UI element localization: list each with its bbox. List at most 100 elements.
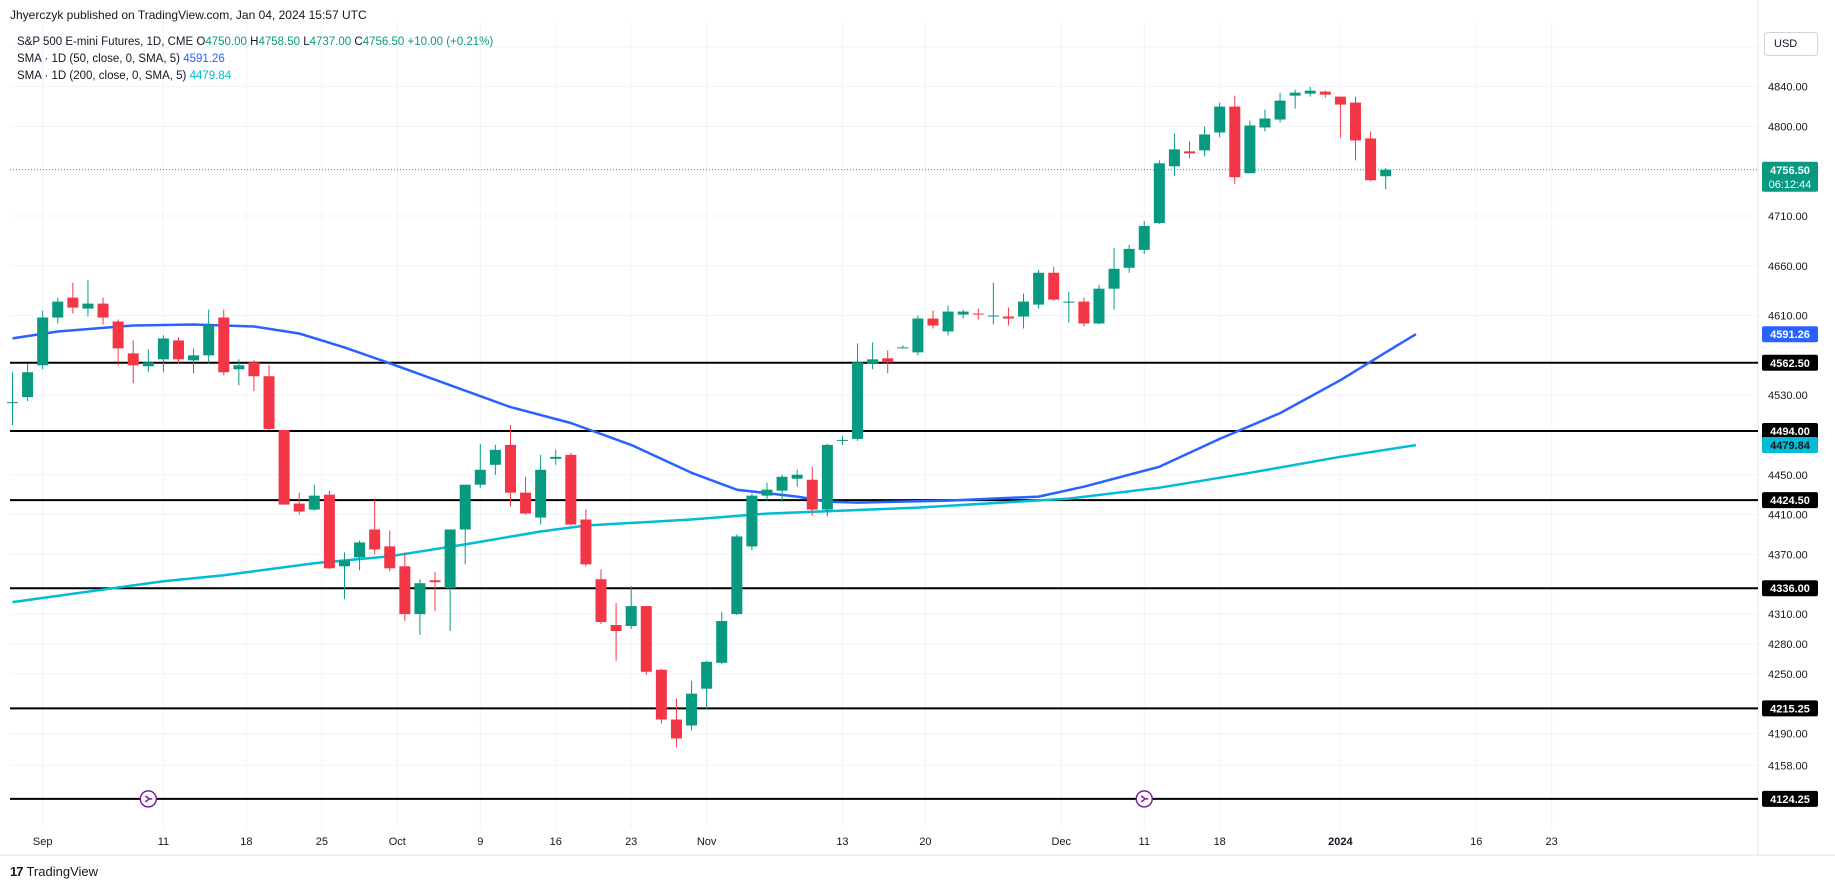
candle-body: [1108, 268, 1120, 289]
candle-body: [444, 529, 456, 589]
candle-up: [716, 612, 728, 664]
y-tick-label: 4158.00: [1768, 760, 1808, 772]
candle-up: [308, 484, 320, 511]
publisher-line: Jhyerczyk published on TradingView.com, …: [10, 8, 367, 22]
candle-body: [942, 311, 954, 332]
candle-up: [821, 443, 833, 517]
candle-body: [972, 313, 984, 315]
y-tick-label: 4450.00: [1768, 470, 1808, 482]
candle-up: [203, 309, 215, 364]
candle-up: [942, 305, 954, 336]
legend-sma50-value: 4591.26: [183, 53, 225, 65]
candle-up: [1304, 86, 1316, 97]
level-tag: 4494.00: [1762, 422, 1818, 439]
candle-body: [731, 536, 743, 615]
candle-body: [1184, 151, 1196, 154]
sma200-tag-bg: [1762, 437, 1818, 454]
level-tag-bg: [1762, 422, 1818, 439]
candle-down: [595, 569, 607, 625]
candle-body: [882, 358, 894, 363]
candle-body: [806, 479, 818, 510]
candle-down: [655, 668, 667, 724]
candle-body: [670, 719, 682, 739]
candle-up: [1168, 133, 1180, 177]
x-tick-label: 2024: [1328, 836, 1353, 848]
candle-body: [610, 625, 622, 631]
candle-body: [1048, 272, 1060, 300]
y-tick-label: 4660.00: [1768, 261, 1808, 273]
candle-body: [1033, 272, 1045, 305]
candle-body: [172, 340, 184, 360]
candle-body: [791, 474, 803, 479]
x-tick-label: 18: [240, 836, 252, 848]
candle-up: [354, 540, 366, 571]
candle-body: [308, 495, 320, 510]
candle-body: [565, 454, 577, 525]
candle-body: [233, 365, 245, 370]
sma50-tag-text: 4591.26: [1770, 329, 1810, 341]
candle-body: [595, 579, 607, 623]
candle-body: [489, 449, 501, 465]
candle-body: [867, 359, 879, 364]
candle-up: [22, 363, 34, 402]
legend-sma50-label: SMA · 1D (50, close, 0, SMA, 5): [17, 53, 180, 65]
candle-down: [293, 492, 305, 515]
y-tick-label: 4840.00: [1768, 82, 1808, 94]
candle-body: [655, 669, 667, 720]
currency-button[interactable]: USD: [1764, 32, 1818, 56]
candle-body: [354, 542, 366, 558]
legend-high: H4758.50: [250, 36, 301, 48]
event-marker-arrow: [1140, 795, 1149, 803]
x-tick-label: Oct: [389, 836, 406, 848]
legend-open: O4750.00: [196, 36, 247, 48]
candle-down: [882, 350, 894, 374]
y-tick-label: 4190.00: [1768, 728, 1808, 740]
candle-up: [686, 680, 698, 731]
candle-body: [1259, 118, 1271, 128]
candle-body: [821, 444, 833, 510]
event-marker-arrow: [144, 795, 153, 803]
countdown-text: 06:12:44: [1769, 179, 1812, 191]
candle-body: [640, 606, 652, 672]
candle-up: [1033, 269, 1045, 309]
y-tick-label: 4250.00: [1768, 669, 1808, 681]
candle-body: [746, 495, 758, 547]
candle-down: [369, 499, 381, 555]
legend-change: +10.00 (+0.21%): [407, 36, 494, 48]
last-price-tag-text: 4756.50: [1770, 165, 1810, 177]
chart-legend: S&P 500 E-mini Futures, 1D, CME O4750.00…: [17, 34, 493, 85]
candle-up: [1289, 89, 1301, 109]
candle-down: [429, 572, 441, 612]
candle-body: [1244, 125, 1256, 174]
candle-down: [67, 282, 79, 314]
legend-low: L4737.00: [303, 36, 352, 48]
candle-up: [776, 474, 788, 502]
legend-sma200-row[interactable]: SMA · 1D (200, close, 0, SMA, 5) 4479.84: [17, 68, 493, 85]
level-tag: 4215.25: [1762, 700, 1818, 717]
candle-up: [1093, 284, 1105, 325]
x-tick-label: 23: [625, 836, 637, 848]
y-tick-label: 4410.00: [1768, 510, 1808, 522]
x-tick-label: 23: [1546, 836, 1558, 848]
level-tag-text: 4336.00: [1770, 583, 1810, 595]
candle-up: [233, 359, 245, 386]
candle-body: [625, 606, 637, 627]
x-tick-label: 16: [550, 836, 562, 848]
y-tick-label: 4310.00: [1768, 609, 1808, 621]
candle-down: [610, 603, 622, 661]
candle-body: [82, 303, 94, 309]
x-tick-label: 25: [316, 836, 328, 848]
last-price-tag: 4756.50 06:12:44: [1762, 161, 1818, 192]
y-tick-label: 4710.00: [1768, 211, 1808, 223]
tradingview-brand: 17 TradingView: [10, 864, 98, 879]
candle-body: [22, 372, 34, 398]
candle-up: [761, 482, 773, 501]
candle-body: [1123, 248, 1135, 268]
candle-body: [278, 429, 290, 505]
candle-body: [504, 444, 516, 493]
candle-up: [414, 579, 426, 635]
candle-body: [248, 362, 260, 377]
legend-sma50-row[interactable]: SMA · 1D (50, close, 0, SMA, 5) 4591.26: [17, 51, 493, 68]
candle-up: [459, 484, 471, 565]
